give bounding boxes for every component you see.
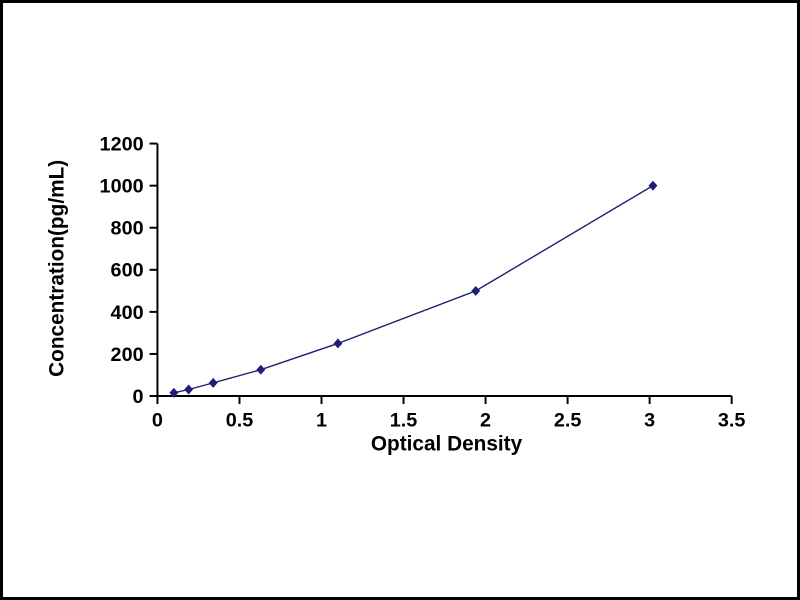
x-tick-label: 2 [480, 410, 491, 432]
x-tick-label: 0 [152, 410, 163, 432]
y-tick-label: 200 [111, 344, 144, 366]
ticks-layer: 0 0.5 1 1.5 2 2.5 3 3.5 0 200 400 600 800 1000 1200 [100, 134, 746, 432]
y-axis-label: Concentration(pg/mL) [45, 160, 68, 377]
x-tick-label: 3 [644, 410, 655, 432]
data-point-marker [471, 285, 481, 296]
y-tick-label: 600 [111, 260, 144, 282]
y-tick-label: 1000 [100, 176, 144, 198]
series-line [173, 185, 654, 394]
x-axis-label: Optical Density [371, 432, 523, 455]
standard-curve-chart: 0 0.5 1 1.5 2 2.5 3 3.5 0 200 400 600 800 1000 1200 Op… [45, 134, 746, 456]
y-tick-label: 400 [111, 302, 144, 324]
data-point-marker [208, 377, 218, 388]
x-tick-label: 1.5 [390, 410, 418, 432]
x-tick-label: 3.5 [718, 410, 746, 432]
x-tick-label: 1 [316, 410, 327, 432]
x-tick-label: 2.5 [554, 410, 582, 432]
x-tick-label: 0.5 [226, 410, 254, 432]
y-tick-label: 800 [111, 218, 144, 240]
axes-layer [156, 143, 732, 398]
data-point-marker [256, 364, 266, 375]
y-tick-label: 0 [133, 386, 144, 408]
data-point-marker [648, 180, 658, 191]
y-tick-label: 1200 [100, 134, 144, 156]
data-point-marker [333, 338, 343, 349]
series-layer [169, 180, 658, 398]
data-point-marker [184, 384, 194, 395]
